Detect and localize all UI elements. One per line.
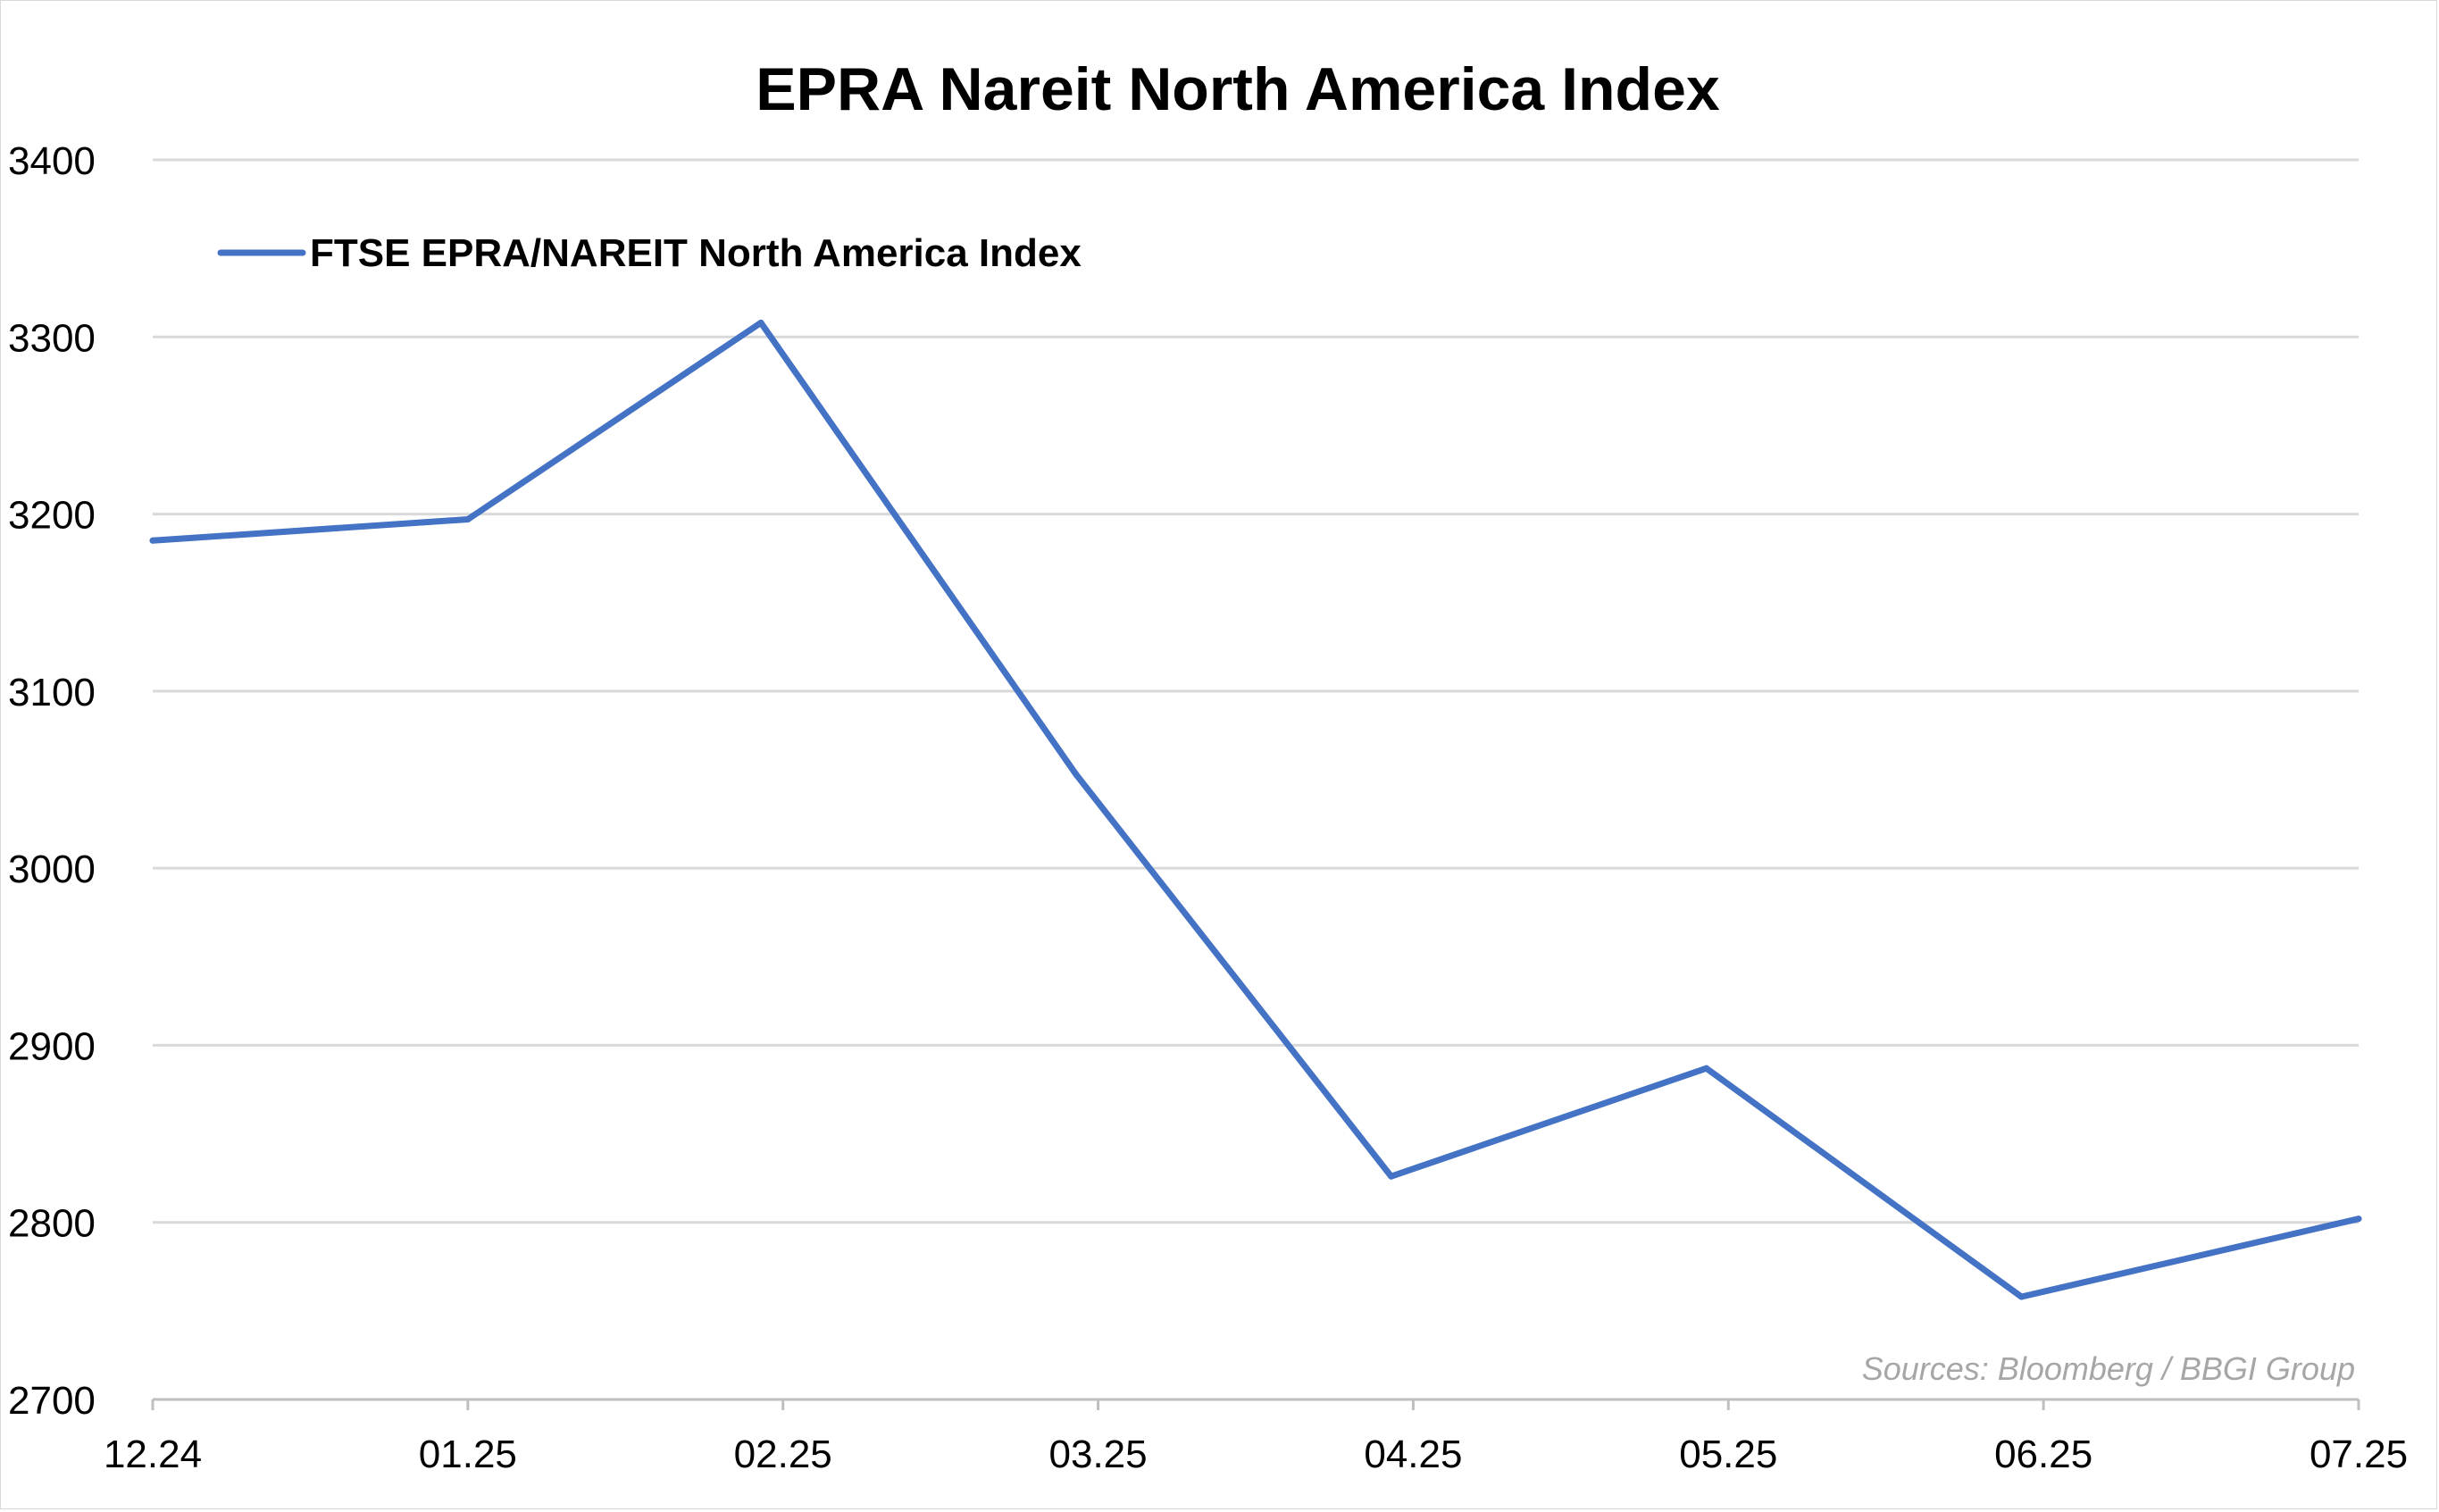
y-tick-label: 2700 [8,1379,96,1423]
x-tick-label: 01.25 [419,1433,517,1476]
data-point [1703,1065,1710,1072]
x-tick-label: 04.25 [1364,1433,1462,1476]
x-tick-label: 07.25 [2310,1433,2408,1476]
data-point [464,516,472,522]
y-tick-label: 2900 [8,1024,96,1068]
series-line [149,319,2362,1300]
data-point [757,319,764,326]
x-axis [151,1398,2360,1410]
y-tick-label: 3100 [8,671,96,714]
data-point [2017,1293,2025,1300]
y-axis-labels: 2700 2800 2900 3000 3100 3200 3300 3400 [8,139,96,1423]
x-tick-label: 12.24 [104,1433,202,1476]
y-tick-label: 3400 [8,139,96,183]
data-point [1388,1173,1395,1180]
x-tick-label: 03.25 [1049,1433,1148,1476]
series-lines [149,319,2362,1300]
x-tick-label: 06.25 [1994,1433,2092,1476]
data-point [1073,771,1080,778]
data-point [2355,1215,2362,1223]
legend-label: FTSE EPRA/NAREIT North America Index [310,231,1082,275]
x-tick-label: 02.25 [734,1433,832,1476]
source-note: Sources: Bloomberg / BBGI Group [1862,1350,2355,1387]
y-tick-label: 3000 [8,848,96,891]
data-point [149,537,156,544]
gridlines [153,158,2359,1224]
y-tick-label: 2800 [8,1202,96,1246]
y-tick-label: 3300 [8,316,96,360]
x-axis-labels: 12.24 01.25 02.25 03.25 04.25 05.25 06.25 07.25 [104,1433,2408,1476]
chart-title: EPRA Nareit North America Index [756,55,1720,123]
legend: FTSE EPRA/NAREIT North America Index [217,231,1082,275]
y-tick-label: 3200 [8,494,96,538]
x-tick-label: 05.25 [1679,1433,1777,1476]
